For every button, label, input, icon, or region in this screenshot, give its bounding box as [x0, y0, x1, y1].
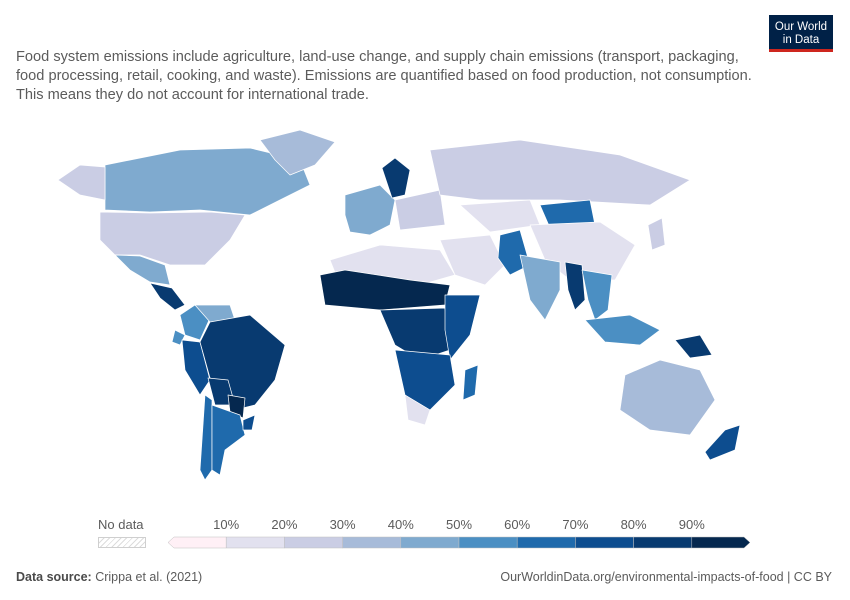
legend-tick-label: 90%: [678, 517, 705, 532]
chart-subtitle: Food system emissions include agricultur…: [16, 49, 752, 103]
logo-line-2: in Data: [782, 34, 820, 46]
world-map: [57, 129, 741, 481]
legend-tick-label: 60%: [504, 517, 531, 532]
legend-tick-label: 70%: [562, 517, 589, 532]
region-middle-east[interactable]: [439, 234, 506, 286]
region-brazil[interactable]: [199, 314, 286, 411]
legend-bin-8[interactable]: [633, 536, 693, 549]
region-new-zealand[interactable]: [704, 424, 741, 461]
legend-bin-2[interactable]: [284, 536, 343, 549]
no-data-label: No data: [98, 517, 144, 532]
region-canada[interactable]: [104, 147, 311, 216]
legend-bin-0[interactable]: [167, 536, 227, 549]
owid-logo[interactable]: Our World in Data: [769, 15, 833, 52]
region-southern-africa[interactable]: [394, 349, 456, 411]
region-japan[interactable]: [647, 217, 666, 251]
logo-line-1: Our World: [774, 21, 828, 33]
region-india[interactable]: [519, 254, 561, 321]
region-argentina[interactable]: [211, 404, 246, 476]
legend-tick-label: 80%: [620, 517, 647, 532]
legend-bin-5[interactable]: [458, 536, 518, 549]
no-data-swatch: [98, 537, 146, 548]
region-uruguay[interactable]: [242, 414, 256, 431]
region-central-america[interactable]: [149, 282, 186, 311]
region-east-africa[interactable]: [444, 294, 481, 361]
data-source-label: Data source:: [16, 570, 92, 584]
legend-tick-label: 20%: [271, 517, 298, 532]
region-alaska[interactable]: [57, 164, 106, 201]
legend-tick-label: 40%: [387, 517, 414, 532]
region-australia[interactable]: [619, 359, 716, 436]
legend-bin-6[interactable]: [516, 536, 576, 549]
region-united-states[interactable]: [99, 211, 246, 266]
region-russia[interactable]: [429, 139, 691, 206]
region-mexico[interactable]: [114, 254, 171, 286]
source-url[interactable]: OurWorldinData.org/environmental-impacts…: [500, 570, 832, 584]
region-papua-new-guinea[interactable]: [674, 334, 713, 359]
legend-tick-label: 50%: [445, 517, 473, 532]
region-madagascar[interactable]: [462, 364, 479, 401]
region-chile[interactable]: [199, 394, 213, 481]
region-ecuador[interactable]: [171, 329, 186, 346]
region-south-africa[interactable]: [404, 394, 431, 426]
legend-bin-9[interactable]: [691, 536, 751, 549]
legend-tick-label: 10%: [213, 517, 240, 532]
region-europe-west[interactable]: [344, 184, 396, 236]
region-southeast-asia[interactable]: [581, 269, 613, 321]
data-source-value[interactable]: Crippa et al. (2021): [95, 570, 203, 584]
data-source: Data source: Crippa et al. (2021): [16, 570, 202, 584]
legend-tick-label: 30%: [329, 517, 356, 532]
legend-bin-7[interactable]: [575, 536, 634, 549]
region-indonesia[interactable]: [584, 314, 661, 346]
region-scandinavia[interactable]: [381, 157, 411, 199]
legend-bin-1[interactable]: [225, 536, 285, 549]
region-eastern-europe[interactable]: [394, 189, 446, 231]
region-myanmar[interactable]: [564, 261, 586, 311]
legend-bin-3[interactable]: [342, 536, 402, 549]
region-kazakhstan[interactable]: [459, 199, 541, 233]
legend-bin-4[interactable]: [400, 536, 460, 549]
region-greenland[interactable]: [259, 129, 336, 176]
